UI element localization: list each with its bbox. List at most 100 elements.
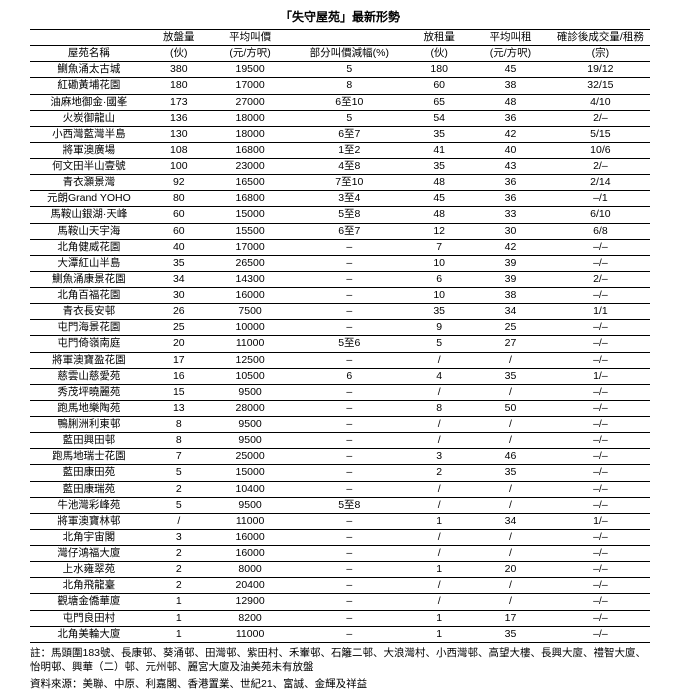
table-cell: 屯門良田村 (30, 610, 148, 626)
table-cell: 屯門海景花園 (30, 320, 148, 336)
table-cell: 30 (148, 288, 210, 304)
table-row: 北角美輪大廈111000–135–/– (30, 626, 650, 642)
table-cell: 紅磡黃埔花園 (30, 78, 148, 94)
table-cell: 20400 (210, 578, 291, 594)
table-cell: 43 (470, 159, 551, 175)
table-cell: –/– (551, 562, 650, 578)
table-cell: 27000 (210, 94, 291, 110)
table-cell: 8 (408, 400, 470, 416)
table-cell: 5至8 (290, 497, 408, 513)
table-row: 將軍澳寶林邨/11000–1341/– (30, 513, 650, 529)
table-cell: 元朗Grand YOHO (30, 191, 148, 207)
table-cell: 10 (408, 255, 470, 271)
table-row: 何文田半山壹號100230004至835432/– (30, 159, 650, 175)
table-cell: / (408, 417, 470, 433)
table-row: 藍田康田苑515000–235–/– (30, 465, 650, 481)
table-cell: 2 (148, 546, 210, 562)
table-cell: 7 (148, 449, 210, 465)
table-cell: 8200 (210, 610, 291, 626)
table-cell: 50 (470, 400, 551, 416)
table-cell: 觀塘金僑華廈 (30, 594, 148, 610)
table-cell: 1/– (551, 513, 650, 529)
table-cell: 16000 (210, 529, 291, 545)
table-cell: 將軍澳寶林邨 (30, 513, 148, 529)
table-cell: – (290, 304, 408, 320)
table-cell: 17000 (210, 78, 291, 94)
table-cell: 15000 (210, 207, 291, 223)
table-cell: 46 (470, 449, 551, 465)
table-cell: 藍田康田苑 (30, 465, 148, 481)
table-cell: – (290, 400, 408, 416)
table-row: 跑馬地樂陶苑1328000–850–/– (30, 400, 650, 416)
table-cell: –/– (551, 465, 650, 481)
table-row: 青衣長安邨267500–35341/1 (30, 304, 650, 320)
table-cell: 5/15 (551, 126, 650, 142)
table-cell: 1 (148, 626, 210, 642)
table-row: 北角宇宙閣316000–//–/– (30, 529, 650, 545)
table-cell: 上水雍翠苑 (30, 562, 148, 578)
table-cell: 9500 (210, 433, 291, 449)
header-row-1: 放盤量 平均叫價 放租量 平均叫租 確診後成交量/租務 (30, 30, 650, 46)
table-cell: 60 (148, 223, 210, 239)
header-reduction-2: 部分叫價減幅(%) (290, 46, 408, 62)
table-cell: / (408, 384, 470, 400)
table-cell: 3至4 (290, 191, 408, 207)
table-cell: 2 (408, 465, 470, 481)
estates-table: 放盤量 平均叫價 放租量 平均叫租 確診後成交量/租務 屋苑名稱 (伙) (元/… (30, 29, 650, 643)
table-cell: –/– (551, 336, 650, 352)
table-cell: 26 (148, 304, 210, 320)
table-cell: 25 (148, 320, 210, 336)
table-cell: 380 (148, 62, 210, 78)
table-cell: 2/– (551, 110, 650, 126)
table-cell: 39 (470, 255, 551, 271)
table-cell: / (470, 497, 551, 513)
table-row: 牛池灣彩峰苑595005至8//–/– (30, 497, 650, 513)
table-cell: – (290, 465, 408, 481)
table-cell: 23000 (210, 159, 291, 175)
table-cell: 4 (408, 368, 470, 384)
table-cell: 9 (408, 320, 470, 336)
table-cell: 38 (470, 288, 551, 304)
table-cell: – (290, 239, 408, 255)
header-name-2: 屋苑名稱 (30, 46, 148, 62)
table-cell: / (470, 433, 551, 449)
header-deals-1: 確診後成交量/租務 (551, 30, 650, 46)
table-cell: 10000 (210, 320, 291, 336)
table-cell: 油麻地御金·國峯 (30, 94, 148, 110)
table-cell: 2/14 (551, 175, 650, 191)
table-row: 元朗Grand YOHO80168003至44536–/1 (30, 191, 650, 207)
table-cell: 16 (148, 368, 210, 384)
header-deals-2: (宗) (551, 46, 650, 62)
table-cell: / (408, 433, 470, 449)
table-cell: 130 (148, 126, 210, 142)
table-cell: – (290, 626, 408, 642)
table-cell: / (408, 497, 470, 513)
table-cell: / (148, 513, 210, 529)
table-cell: 北角飛龍臺 (30, 578, 148, 594)
table-cell: 6 (290, 368, 408, 384)
table-cell: 北角美輪大廈 (30, 626, 148, 642)
table-row: 鰂魚涌康景花園3414300–6392/– (30, 271, 650, 287)
table-cell: 35 (408, 159, 470, 175)
table-cell: 180 (408, 62, 470, 78)
table-cell: 9500 (210, 497, 291, 513)
table-cell: 1 (408, 626, 470, 642)
table-cell: 33 (470, 207, 551, 223)
table-cell: –/1 (551, 191, 650, 207)
table-cell: 鰂魚涌太古城 (30, 62, 148, 78)
table-cell: 5至6 (290, 336, 408, 352)
table-cell: – (290, 271, 408, 287)
table-cell: 80 (148, 191, 210, 207)
table-cell: 39 (470, 271, 551, 287)
table-cell: –/– (551, 529, 650, 545)
table-cell: 2 (148, 578, 210, 594)
table-cell: / (470, 481, 551, 497)
table-cell: – (290, 546, 408, 562)
table-cell: 4至8 (290, 159, 408, 175)
header-saleprice-2: (元/方呎) (210, 46, 291, 62)
table-cell: 36 (470, 175, 551, 191)
table-cell: 48 (470, 94, 551, 110)
table-cell: 11000 (210, 336, 291, 352)
table-row: 馬鞍山銀湖·天峰60150005至848336/10 (30, 207, 650, 223)
table-cell: 30 (470, 223, 551, 239)
